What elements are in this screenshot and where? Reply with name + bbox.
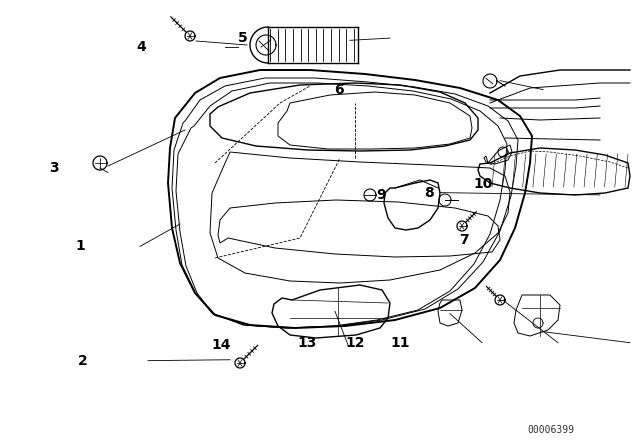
Text: 12: 12 [346, 336, 365, 350]
Text: 4: 4 [136, 40, 146, 54]
Text: 5: 5 [238, 31, 248, 45]
Text: 11: 11 [390, 336, 410, 350]
Text: 9: 9 [376, 188, 386, 202]
Text: 7: 7 [459, 233, 469, 247]
Text: 3: 3 [49, 161, 60, 175]
Text: 13: 13 [298, 336, 317, 350]
Text: 14: 14 [211, 338, 230, 352]
Text: 6: 6 [334, 82, 344, 97]
Text: 2: 2 [78, 353, 88, 368]
Text: 00006399: 00006399 [527, 425, 574, 435]
Text: 1: 1 [75, 239, 85, 254]
Text: 8: 8 [424, 185, 434, 200]
Text: 10: 10 [474, 177, 493, 191]
